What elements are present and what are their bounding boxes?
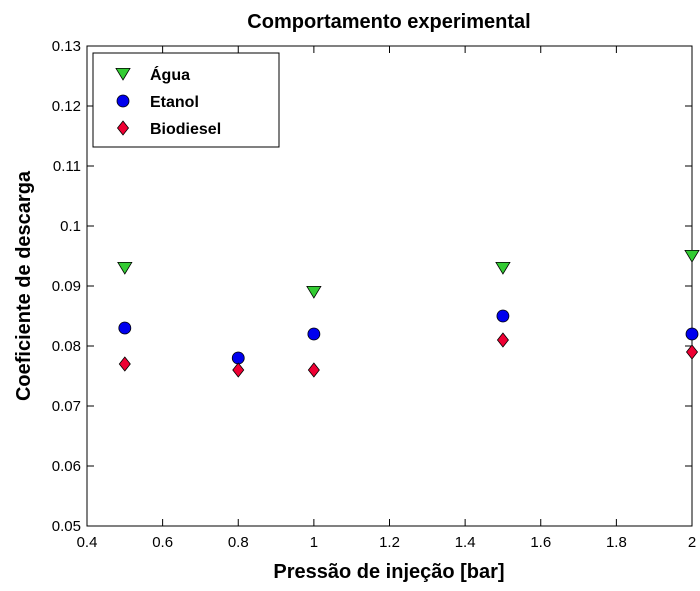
data-point — [307, 327, 321, 341]
x-axis-title: Pressão de injeção [bar] — [273, 561, 504, 583]
data-point — [231, 351, 245, 365]
data-point — [117, 261, 133, 275]
data-point — [684, 249, 700, 263]
y-tick-label: 0.12 — [52, 98, 81, 115]
legend: Água Etanol Biodiesel — [92, 52, 280, 148]
legend-label: Biodiesel — [150, 121, 221, 138]
data-point — [496, 332, 509, 348]
y-tick-label: 0.09 — [52, 278, 81, 295]
legend-label: Etanol — [150, 94, 199, 111]
data-point — [118, 356, 131, 372]
data-point — [307, 362, 320, 378]
y-tick-label: 0.11 — [53, 158, 81, 175]
chart-title: Comportamento experimental — [247, 11, 530, 33]
x-tick-label: 0.8 — [228, 534, 249, 551]
data-point — [685, 344, 699, 360]
x-tick-label: 1.4 — [455, 534, 476, 551]
legend-marker — [116, 94, 130, 108]
data-point — [495, 261, 511, 275]
x-tick-label: 1.2 — [379, 534, 400, 551]
x-tick-label: 1 — [310, 534, 318, 551]
x-tick-label: 1.8 — [606, 534, 627, 551]
x-tick-label: 0.4 — [77, 534, 98, 551]
data-point — [685, 327, 699, 341]
y-tick-label: 0.05 — [52, 518, 81, 535]
y-tick-label: 0.06 — [52, 458, 81, 475]
data-point — [118, 321, 132, 335]
legend-label: Água — [150, 65, 190, 84]
y-axis-title: Coeficiente de descarga — [13, 170, 35, 401]
legend-marker — [116, 120, 130, 136]
x-tick-label: 1.6 — [530, 534, 551, 551]
x-tick-label: 0.6 — [152, 534, 173, 551]
y-tick-label: 0.07 — [52, 398, 81, 415]
legend-marker — [115, 68, 131, 81]
x-tick-label: 2 — [688, 534, 696, 551]
data-point — [306, 285, 322, 299]
data-point — [496, 309, 510, 323]
y-tick-label: 0.08 — [52, 338, 81, 355]
data-point — [232, 362, 245, 378]
y-tick-label: 0.13 — [52, 38, 81, 55]
y-tick-label: 0.1 — [60, 218, 81, 235]
